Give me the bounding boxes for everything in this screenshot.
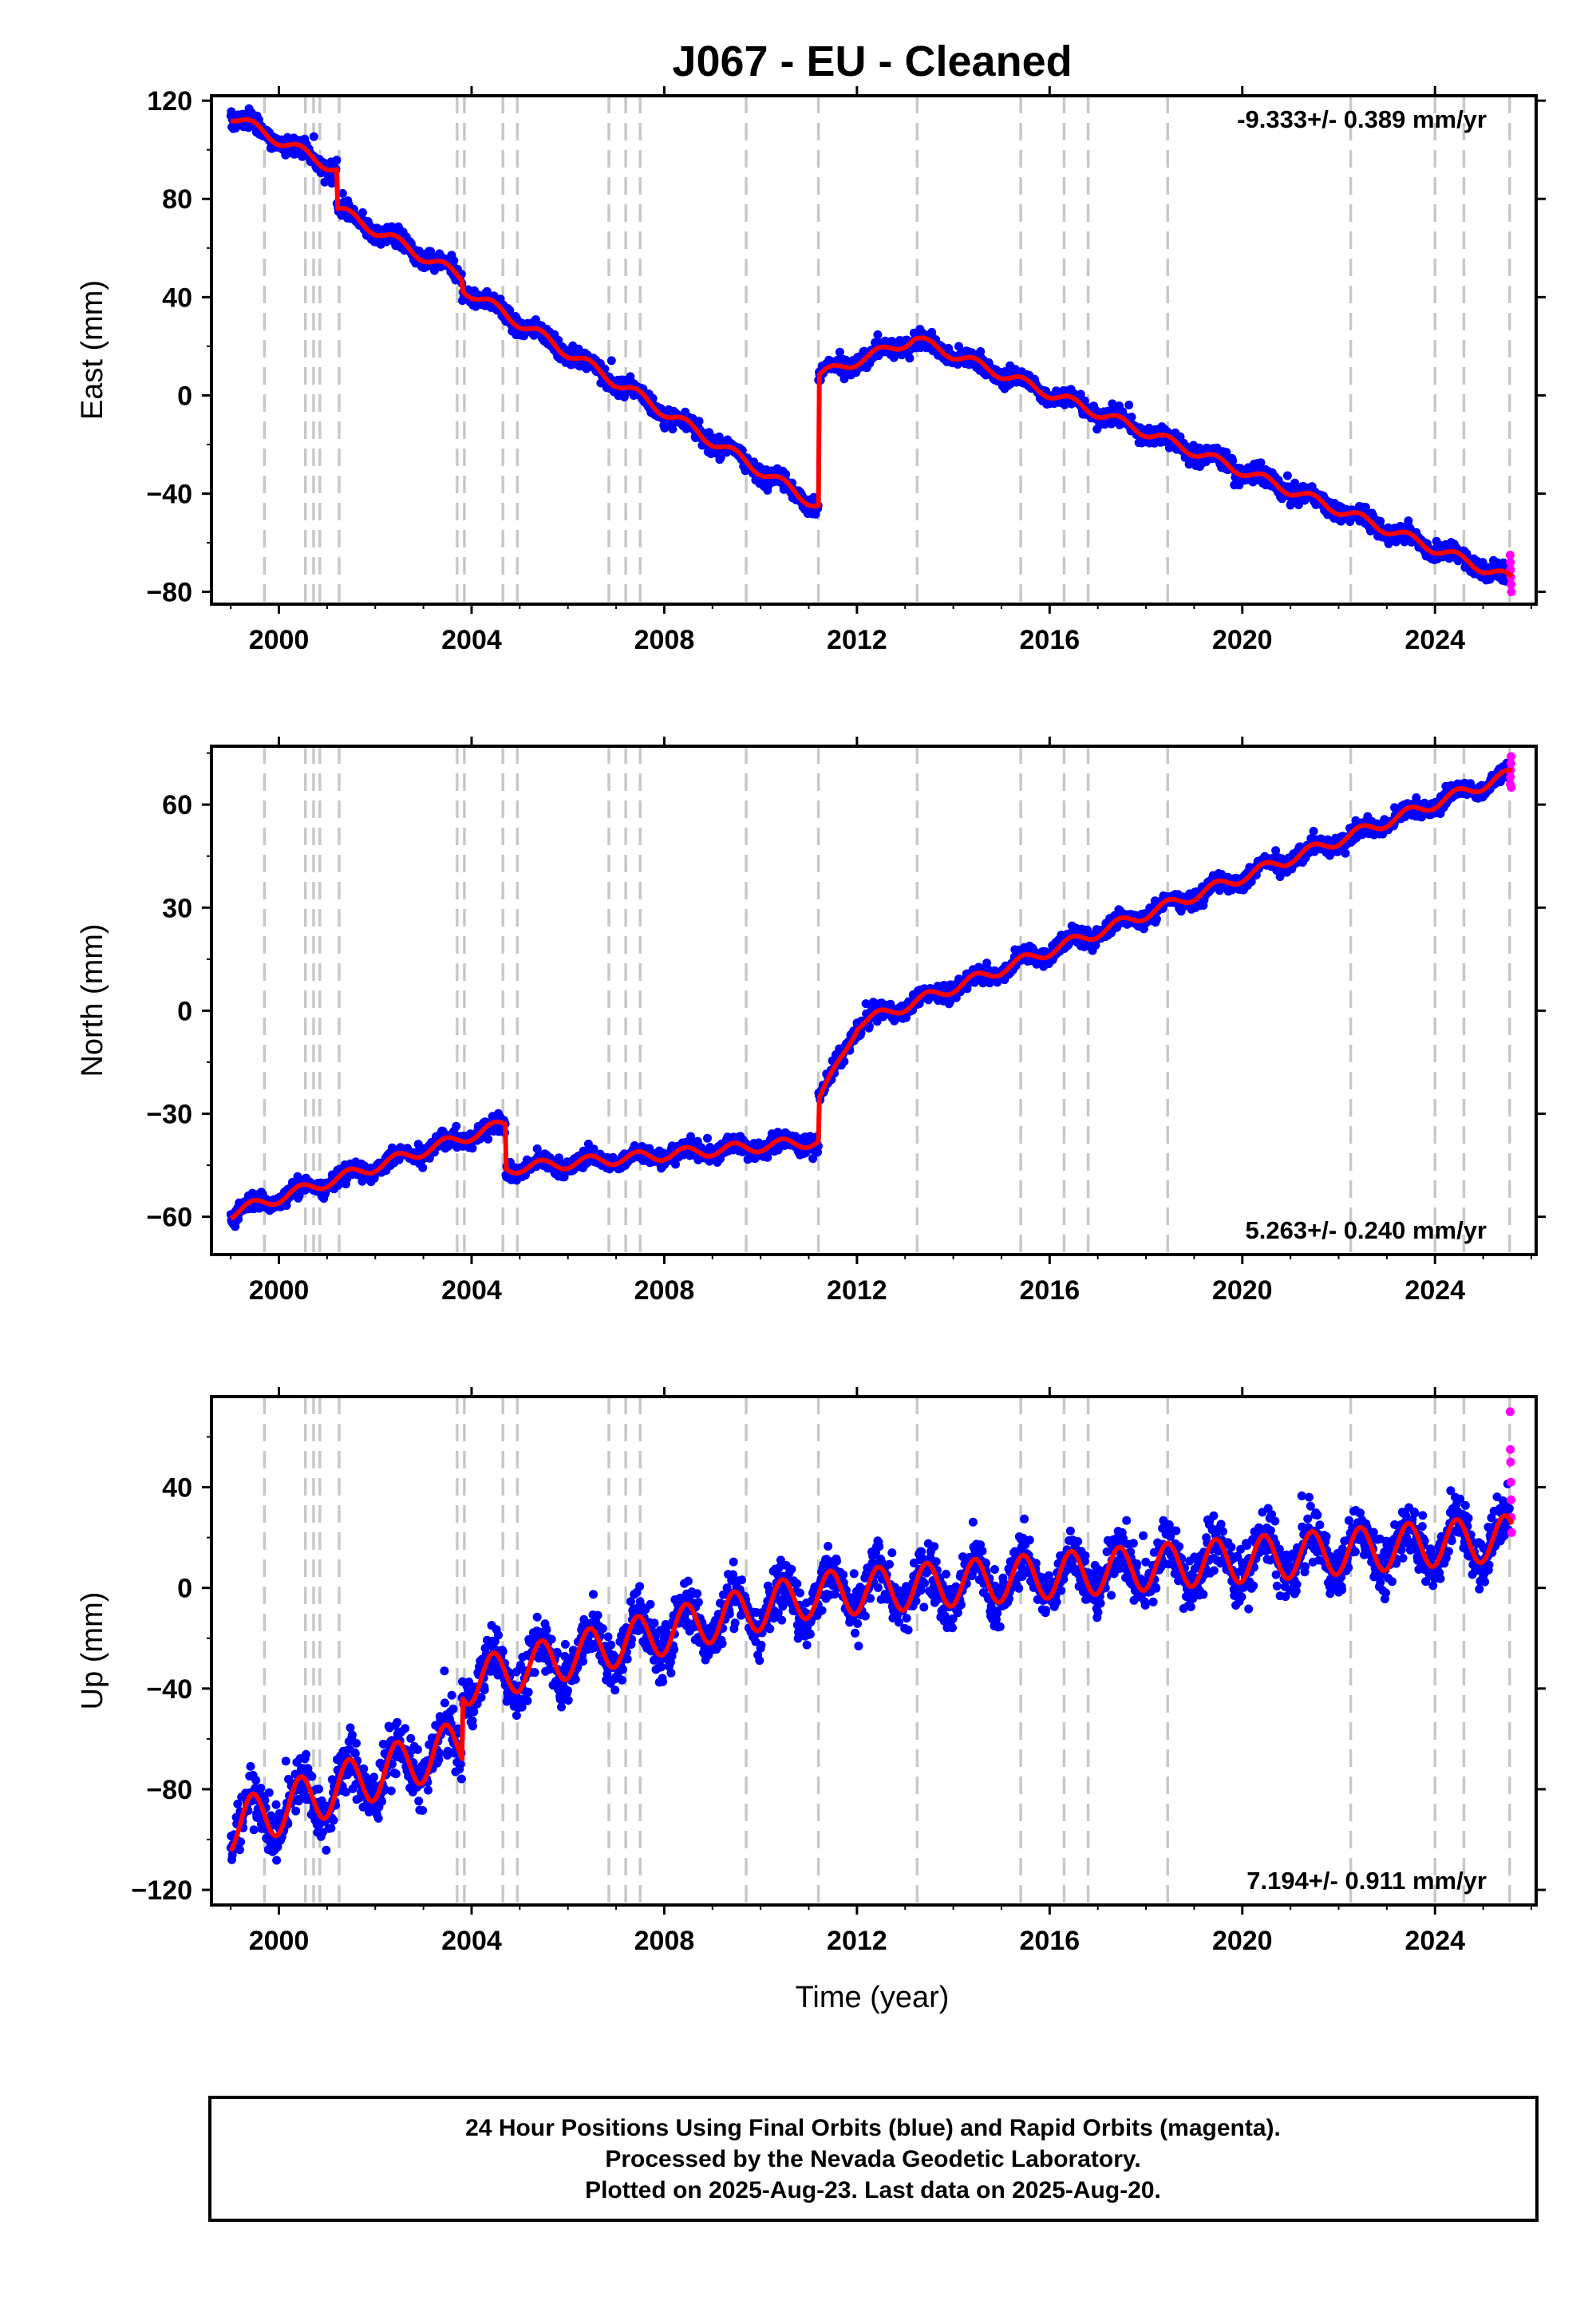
final-orbit-point <box>1361 503 1370 512</box>
x-tick-label: 2012 <box>827 625 887 655</box>
final-orbit-point <box>1282 471 1292 480</box>
final-orbit-point <box>954 342 963 351</box>
final-orbit-point <box>1152 915 1161 924</box>
final-orbit-point <box>294 1191 304 1200</box>
final-orbit-point <box>332 156 342 165</box>
final-orbit-point <box>449 255 459 265</box>
final-orbit-point <box>1376 516 1385 526</box>
y-axis-label: East (mm) <box>76 280 109 420</box>
final-orbit-points <box>226 104 1514 586</box>
rapid-orbit-point <box>1507 587 1516 597</box>
final-orbit-points <box>226 758 1514 1231</box>
y-tick-label: −80 <box>146 578 192 608</box>
rapid-orbit-point <box>1507 579 1516 589</box>
final-orbit-point <box>358 207 367 217</box>
rapid-orbit-point <box>1506 558 1515 567</box>
east-panel: 120 80 40 0 −40 −80 2000 2004 2008 2012 2016 2020 20… <box>76 86 1546 655</box>
final-orbit-point <box>606 356 616 366</box>
final-orbit-point <box>1404 516 1413 526</box>
final-orbit-point <box>1124 401 1134 409</box>
final-orbit-point <box>694 417 704 426</box>
x-tick-label: 2016 <box>1020 625 1080 655</box>
y-tick-label: 80 <box>162 184 192 215</box>
final-orbit-point <box>716 453 725 462</box>
panel-frame <box>210 94 1538 606</box>
y-tick-label: −40 <box>146 480 192 510</box>
final-orbit-point <box>835 347 844 357</box>
final-orbit-point <box>1256 458 1266 468</box>
final-orbit-point <box>1228 456 1238 465</box>
y-tick-label: 0 <box>177 381 192 411</box>
final-orbit-point <box>320 177 330 187</box>
final-orbit-point <box>1127 413 1136 421</box>
rapid-orbit-point <box>1505 551 1515 559</box>
final-orbit-point <box>1076 389 1085 399</box>
y-tick-label: 40 <box>162 283 192 313</box>
rate-label: -9.333+/- 0.389 mm/yr <box>1237 105 1487 133</box>
equipment-change-lines <box>263 746 1511 1255</box>
final-orbit-point <box>484 1134 493 1144</box>
x-tick-label: 2024 <box>1404 625 1465 655</box>
final-orbit-point <box>418 1163 428 1172</box>
model-fit <box>229 117 1514 579</box>
x-tick-label: 2004 <box>441 625 502 655</box>
final-orbit-point <box>905 354 915 363</box>
final-orbit-point <box>1309 827 1318 836</box>
model-line <box>229 117 1514 579</box>
equipment-change-lines <box>263 96 1511 604</box>
final-orbit-point <box>668 425 678 434</box>
y-tick-label: 120 <box>147 86 192 117</box>
figure-title: J067 - EU - Cleaned <box>672 38 1072 85</box>
x-tick-label: 2020 <box>1212 625 1273 655</box>
final-orbit-point <box>338 188 347 198</box>
final-orbit-point <box>309 132 318 141</box>
x-tick-label: 2008 <box>634 625 695 655</box>
final-orbit-point <box>468 1144 477 1153</box>
final-orbit-point <box>1286 499 1296 508</box>
final-orbit-point <box>873 330 883 339</box>
final-orbit-point <box>554 336 563 345</box>
final-orbit-point <box>703 1133 712 1143</box>
x-tick-label: 2000 <box>249 625 310 655</box>
final-orbit-point <box>452 1121 461 1131</box>
final-orbit-point <box>839 374 849 384</box>
